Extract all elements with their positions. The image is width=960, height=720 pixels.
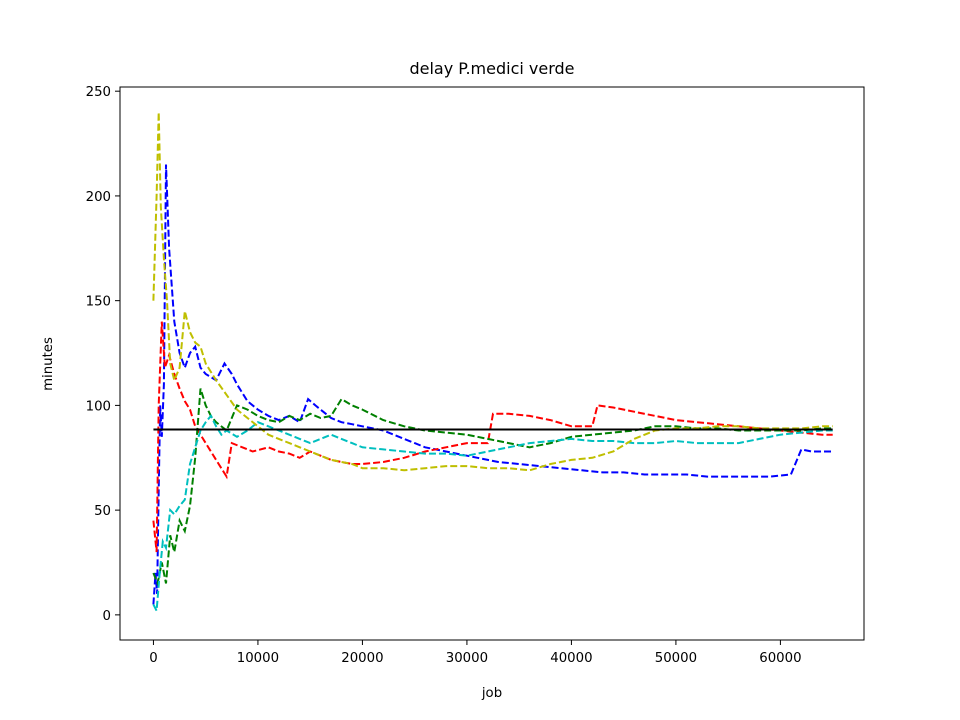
y-tick-label: 150 xyxy=(86,295,111,310)
y-tick-label: 250 xyxy=(86,85,111,100)
plot-frame xyxy=(119,86,865,641)
x-tick-label: 10000 xyxy=(237,651,279,666)
series-line-1 xyxy=(152,164,833,605)
x-tick-label: 50000 xyxy=(655,651,697,666)
series-line-4 xyxy=(152,414,833,615)
y-tick-label: 100 xyxy=(86,399,111,414)
x-tick-label: 40000 xyxy=(550,651,592,666)
x-axis: 0 10000 20000 30000 40000 50000 60000 xyxy=(149,640,802,666)
x-tick-label: 60000 xyxy=(759,651,801,666)
x-axis-label: job xyxy=(481,686,502,701)
y-axis-label: minutes xyxy=(41,337,56,391)
plot-area xyxy=(152,112,833,615)
y-tick-label: 200 xyxy=(86,190,111,205)
x-tick-label: 20000 xyxy=(341,651,383,666)
series-line-3 xyxy=(152,388,833,587)
y-tick-label: 0 xyxy=(103,609,111,624)
series-line-2 xyxy=(152,321,833,553)
x-tick-label: 30000 xyxy=(446,651,488,666)
y-axis: 0 50 100 150 200 250 xyxy=(86,85,120,624)
x-tick-label: 0 xyxy=(149,651,157,666)
chart-title: delay P.medici verde xyxy=(409,59,574,78)
y-tick-label: 50 xyxy=(94,504,111,519)
